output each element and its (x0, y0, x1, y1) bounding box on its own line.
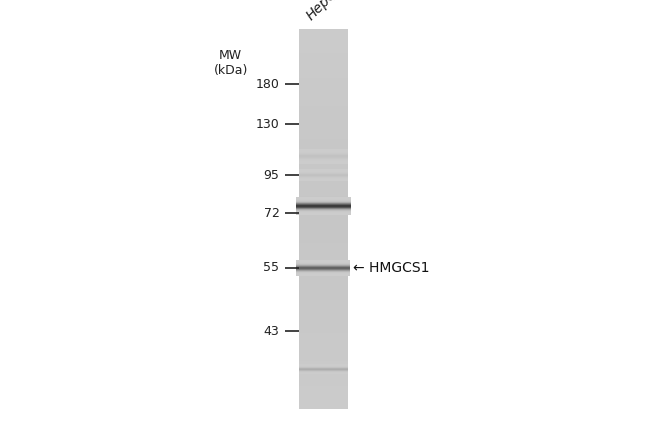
Text: 130: 130 (255, 118, 280, 131)
Text: 43: 43 (264, 325, 280, 338)
Text: 95: 95 (264, 169, 280, 181)
Text: 72: 72 (264, 207, 280, 219)
Text: 55: 55 (263, 262, 280, 274)
Text: HepG2: HepG2 (304, 0, 347, 23)
Text: ← HMGCS1: ← HMGCS1 (353, 261, 430, 275)
Text: MW
(kDa): MW (kDa) (214, 49, 248, 76)
Text: 180: 180 (255, 78, 280, 91)
